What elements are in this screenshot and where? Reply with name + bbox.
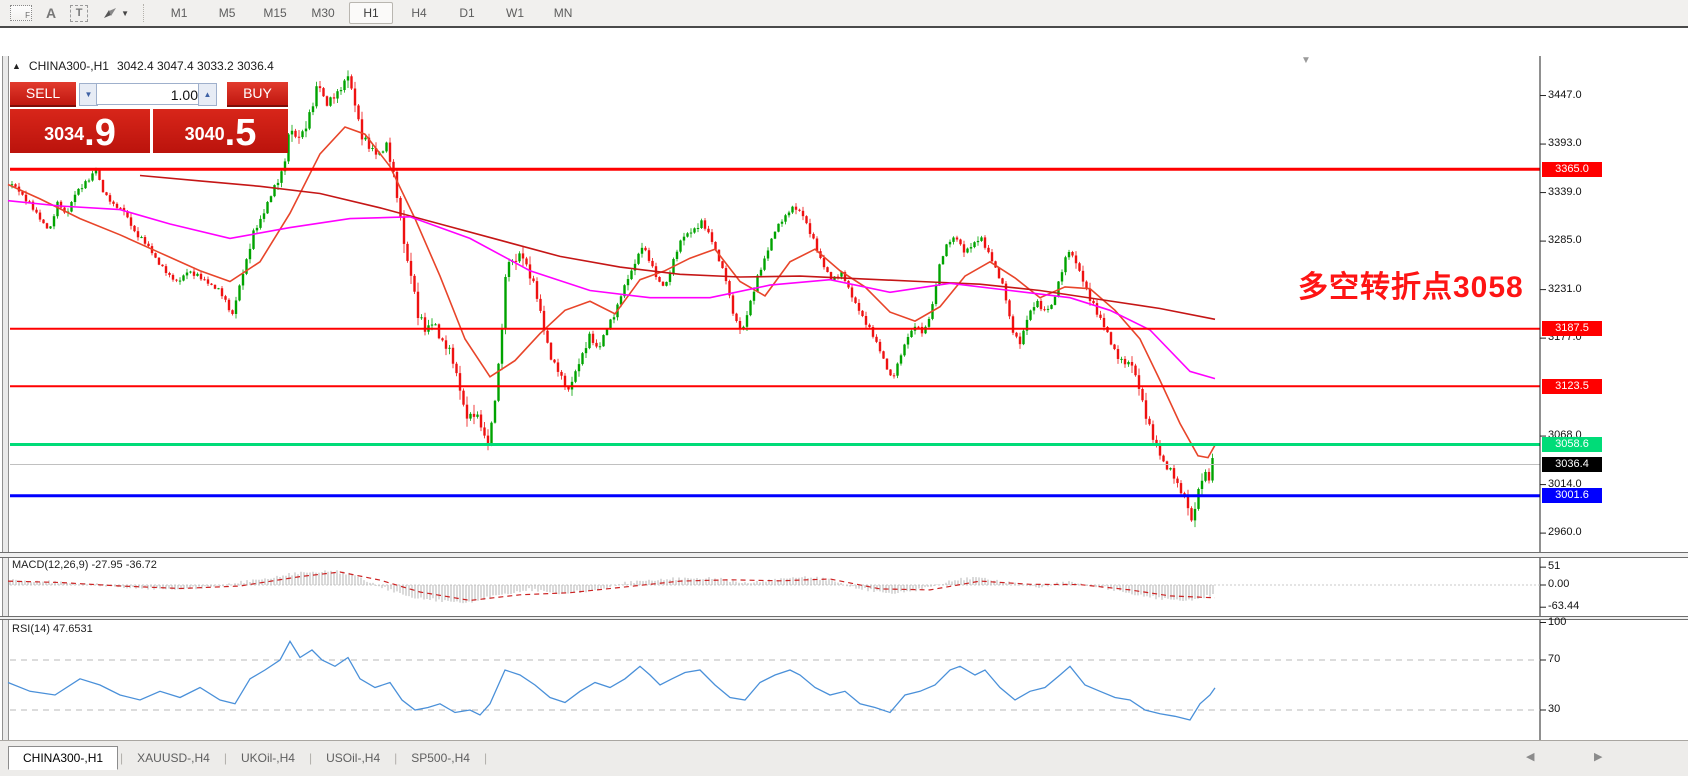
- buy-price-button[interactable]: 3040.5: [153, 109, 288, 153]
- price-level-label-3187.5: 3187.5: [1542, 321, 1602, 337]
- ohlc-readout: 3042.4 3047.4 3033.2 3036.4: [116, 59, 274, 73]
- chart-tabs: CHINA300-,H1 | XAUUSD-,H4 | UKOil-,H4 | USOil-…: [8, 746, 489, 770]
- rsi-axis-tick: 100: [1548, 615, 1567, 628]
- price-axis-tick: 3014.0: [1548, 477, 1582, 490]
- buy-button[interactable]: BUY: [227, 82, 288, 107]
- rsi-label: RSI(14) 47.6531: [12, 623, 93, 635]
- rsi-line: [7, 639, 1216, 721]
- price-level-label-3123.5: 3123.5: [1542, 378, 1602, 394]
- tab-divider: |: [394, 751, 398, 765]
- collapse-arrow-icon[interactable]: ▲: [12, 61, 21, 71]
- tab-ukoil-h4[interactable]: UKOil-,H4: [240, 751, 295, 765]
- timeframe-button-h1[interactable]: H1: [349, 2, 394, 24]
- window-left-frame: [2, 56, 9, 767]
- timeframe-group: M1 M5 M15 M30 H1 H4 D1 W1 MN: [155, 2, 587, 24]
- timeframe-button-w1[interactable]: W1: [506, 6, 525, 20]
- price-level-label-3365.0: 3365.0: [1542, 161, 1602, 177]
- price-axis-tick: 3231.0: [1548, 282, 1582, 295]
- chinese-annotation: 多空转折点3058: [1298, 271, 1524, 304]
- timeframe-button-h4[interactable]: H4: [411, 6, 427, 20]
- price-level-label-3058.6: 3058.6: [1542, 437, 1602, 452]
- macd-signal-line: [7, 571, 1216, 602]
- macd-label: MACD(12,26,9) -27.95 -36.72: [12, 559, 157, 571]
- macd-axis-tick: 51: [1548, 560, 1561, 573]
- rsi-axis-tick: 70: [1548, 653, 1561, 665]
- toolbar: F A T ▼ M1 M5 M15 M30 H1 H4 D1 W1 MN: [0, 0, 1688, 27]
- chart-shift-marker-icon[interactable]: ▼: [1301, 55, 1311, 66]
- rsi-axis-tick: 30: [1548, 703, 1561, 715]
- price-axis-tick: 3285.0: [1548, 234, 1582, 247]
- sell-price-main: 3034: [44, 124, 85, 144]
- sell-button[interactable]: SELL: [10, 82, 76, 107]
- one-click-trade-panel: SELL ▼ ▲ BUY 3034.9 3040.5: [10, 82, 288, 153]
- tab-china300-h1[interactable]: CHINA300-,H1: [8, 746, 119, 770]
- ma-slow-crimson-line: [139, 174, 1216, 321]
- price-axis-tick: 3339.0: [1548, 185, 1582, 198]
- chart-window: ▲ CHINA300-,H1 3042.4 3047.4 3033.2 3036…: [0, 26, 1688, 767]
- tab-divider: |: [308, 751, 313, 765]
- macd-axis-tick: 0.00: [1548, 578, 1570, 590]
- timeframe-button-d1[interactable]: D1: [459, 6, 475, 20]
- toolbar-separator: [143, 4, 145, 22]
- timeframe-button-m15[interactable]: M15: [263, 6, 287, 20]
- tab-xauusd-h4[interactable]: XAUUSD-,H4: [137, 751, 210, 765]
- timeframe-button-m1[interactable]: M1: [170, 6, 188, 20]
- macd-axis-tick: -63.44: [1548, 600, 1580, 613]
- price-level-label-3001.6: 3001.6: [1542, 488, 1602, 504]
- arrow-objects-icon[interactable]: ▼: [102, 6, 129, 20]
- price-axis-tick: 3393.0: [1548, 137, 1582, 150]
- timeframe-button-mn[interactable]: MN: [553, 6, 573, 20]
- ma-fast-orange-line: [7, 126, 1216, 459]
- price-axis-tick: 3447.0: [1548, 88, 1582, 101]
- price-chart-canvas[interactable]: [0, 28, 1688, 776]
- text-label-icon[interactable]: T: [70, 4, 89, 22]
- macd-histogram: [9, 570, 1214, 604]
- price-axis-tick: 2960.0: [1548, 526, 1582, 539]
- volume-increase-button[interactable]: ▲: [198, 83, 217, 106]
- buy-price-fraction: .5: [224, 112, 257, 154]
- tab-divider: |: [483, 751, 488, 765]
- arrows-glyph: [104, 8, 117, 18]
- buy-price-main: 3040: [184, 124, 225, 144]
- symbol-title: CHINA300-,H1: [28, 59, 109, 73]
- tabs-scroll-left-icon[interactable]: ◀: [1526, 751, 1535, 763]
- crosshair-grid-icon[interactable]: F: [10, 5, 32, 21]
- current-price-label: 3036.4: [1542, 456, 1602, 472]
- tabs-scroll-right-icon[interactable]: ▶: [1594, 751, 1603, 763]
- chart-header: ▲ CHINA300-,H1 3042.4 3047.4 3033.2 3036…: [12, 59, 274, 73]
- panel-splitter-macd[interactable]: [0, 552, 1688, 558]
- tab-usoil-h4[interactable]: USOil-,H4: [326, 751, 381, 765]
- volume-input[interactable]: [96, 83, 203, 105]
- sell-price-button[interactable]: 3034.9: [10, 109, 150, 153]
- tab-sp500-h4[interactable]: SP500-,H4: [411, 751, 470, 765]
- dropdown-caret-icon[interactable]: ▼: [121, 8, 130, 18]
- timeframe-button-m30[interactable]: M30: [311, 6, 335, 20]
- chart-tab-bar: CHINA300-,H1 | XAUUSD-,H4 | UKOil-,H4 | USOil-…: [0, 740, 1688, 776]
- panel-splitter-rsi[interactable]: [0, 616, 1688, 620]
- text-annotation-icon[interactable]: A: [46, 5, 57, 21]
- sell-price-fraction: .9: [84, 112, 116, 154]
- trade-controls-row: SELL ▼ ▲ BUY: [10, 82, 288, 107]
- timeframe-button-m5[interactable]: M5: [218, 6, 236, 20]
- tab-divider: |: [223, 751, 227, 765]
- ma-magenta-line: [7, 199, 1216, 380]
- tab-divider: |: [120, 751, 124, 765]
